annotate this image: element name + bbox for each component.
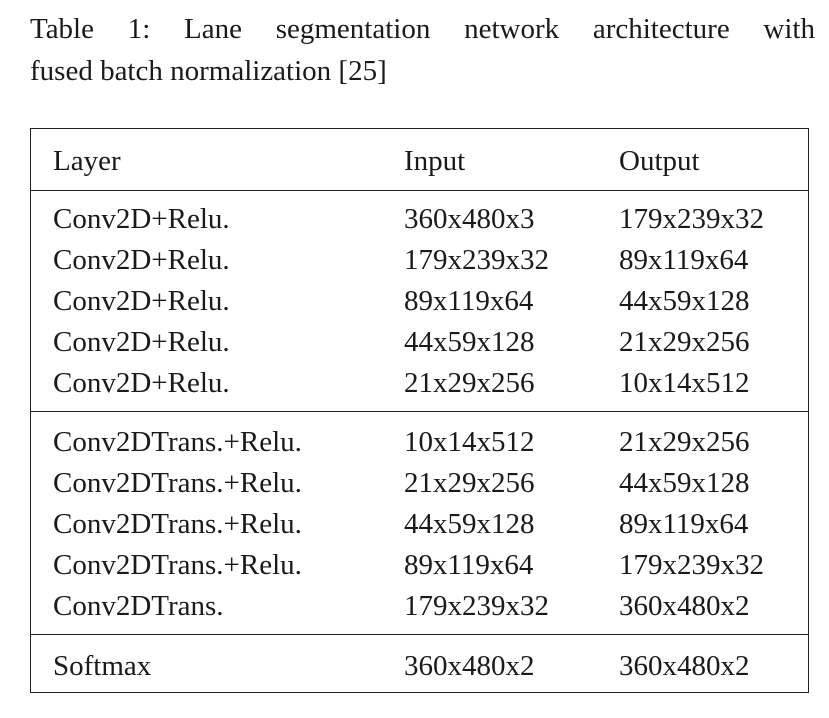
cell-layer: Conv2DTrans.+Relu. [53, 467, 302, 499]
cell-layer: Softmax [53, 650, 152, 682]
cell-input: 360x480x3 [404, 203, 535, 235]
cell-input: 44x59x128 [404, 508, 535, 540]
cell-input: 179x239x32 [404, 244, 549, 276]
cell-output: 21x29x256 [619, 426, 750, 458]
header-divider [31, 190, 808, 191]
cell-input: 21x29x256 [404, 467, 535, 499]
cell-input: 10x14x512 [404, 426, 535, 458]
cell-input: 179x239x32 [404, 590, 549, 622]
table-row: Conv2DTrans.+Relu. 44x59x128 89x119x64 [31, 504, 808, 544]
table-row: Conv2D+Relu. 21x29x256 10x14x512 [31, 363, 808, 403]
cell-input: 21x29x256 [404, 367, 535, 399]
header-layer: Layer [53, 145, 121, 177]
cell-layer: Conv2DTrans.+Relu. [53, 549, 302, 581]
table-row: Conv2D+Relu. 360x480x3 179x239x32 [31, 199, 808, 239]
cell-output: 179x239x32 [619, 549, 764, 581]
table-row: Conv2DTrans.+Relu. 89x119x64 179x239x32 [31, 545, 808, 585]
cell-layer: Conv2D+Relu. [53, 244, 230, 276]
header-output: Output [619, 145, 700, 177]
cell-layer: Conv2D+Relu. [53, 285, 230, 317]
cell-input: 89x119x64 [404, 549, 534, 581]
cell-output: 44x59x128 [619, 467, 750, 499]
table-header-row: Layer Input Output [31, 141, 808, 181]
cell-input: 44x59x128 [404, 326, 535, 358]
cell-output: 89x119x64 [619, 244, 749, 276]
architecture-table: Layer Input Output Conv2D+Relu. 360x480x… [30, 128, 809, 693]
cell-output: 179x239x32 [619, 203, 764, 235]
table-row: Conv2DTrans. 179x239x32 360x480x2 [31, 586, 808, 626]
cell-layer: Conv2D+Relu. [53, 326, 230, 358]
caption-line-1: Table 1: Lane segmentation network archi… [30, 13, 815, 45]
cell-layer: Conv2D+Relu. [53, 367, 230, 399]
cell-layer: Conv2DTrans.+Relu. [53, 508, 302, 540]
table-row: Conv2DTrans.+Relu. 21x29x256 44x59x128 [31, 463, 808, 503]
group-divider [31, 634, 808, 635]
cell-layer: Conv2DTrans.+Relu. [53, 426, 302, 458]
cell-layer: Conv2DTrans. [53, 590, 224, 622]
cell-output: 89x119x64 [619, 508, 749, 540]
cell-output: 44x59x128 [619, 285, 750, 317]
table-row: Softmax 360x480x2 360x480x2 [31, 646, 808, 686]
table-row: Conv2D+Relu. 44x59x128 21x29x256 [31, 322, 808, 362]
cell-input: 360x480x2 [404, 650, 535, 682]
group-divider [31, 411, 808, 412]
table-row: Conv2D+Relu. 179x239x32 89x119x64 [31, 240, 808, 280]
cell-layer: Conv2D+Relu. [53, 203, 230, 235]
cell-output: 10x14x512 [619, 367, 750, 399]
table-caption: Table 1: Lane segmentation network archi… [30, 8, 815, 92]
header-input: Input [404, 145, 466, 177]
cell-output: 360x480x2 [619, 590, 750, 622]
cell-input: 89x119x64 [404, 285, 534, 317]
cell-output: 21x29x256 [619, 326, 750, 358]
cell-output: 360x480x2 [619, 650, 750, 682]
caption-line-2: fused batch normalization [25] [30, 55, 387, 87]
table-row: Conv2D+Relu. 89x119x64 44x59x128 [31, 281, 808, 321]
table-row: Conv2DTrans.+Relu. 10x14x512 21x29x256 [31, 422, 808, 462]
